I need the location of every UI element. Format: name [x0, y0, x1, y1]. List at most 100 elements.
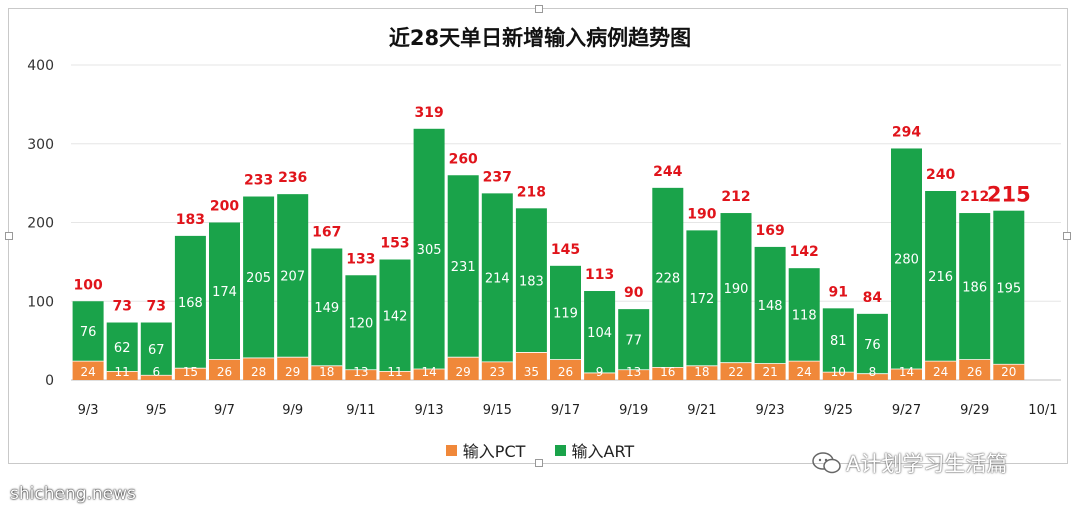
bar-art — [959, 213, 991, 360]
data-label-pct: 15 — [183, 365, 198, 379]
data-label-art: 168 — [178, 296, 203, 311]
x-tick-label: 9/25 — [824, 403, 853, 418]
data-label-art: 172 — [689, 292, 714, 307]
bar-pct — [277, 357, 309, 380]
bar-pct — [243, 357, 275, 380]
bar-pct — [345, 369, 377, 380]
x-tick-label: 9/21 — [687, 403, 716, 418]
x-tick-label: 9/9 — [282, 403, 303, 418]
data-label-pct: 10 — [831, 365, 846, 379]
data-label-pct: 29 — [285, 365, 300, 379]
data-label-pct: 23 — [490, 365, 505, 379]
bar-pct — [959, 359, 991, 380]
bar-art — [106, 322, 138, 372]
bar-art — [277, 194, 309, 358]
y-tick-label: 100 — [27, 294, 54, 310]
data-label-total: 73 — [112, 299, 131, 315]
legend-item-pct: 输入PCT — [445, 438, 526, 462]
data-label-pct: 29 — [456, 365, 471, 379]
bar-art — [856, 313, 888, 374]
data-label-art: 104 — [587, 326, 612, 341]
bar-art — [447, 175, 479, 358]
data-label-pct: 13 — [626, 365, 641, 379]
bar-pct — [822, 372, 854, 380]
data-label-pct: 11 — [115, 365, 130, 379]
data-label-pct: 22 — [728, 365, 743, 379]
data-label-total: 237 — [483, 169, 512, 185]
x-tick-label: 9/17 — [551, 403, 580, 418]
data-label-total: 153 — [380, 236, 409, 252]
data-label-art: 183 — [519, 274, 544, 289]
bar-art — [209, 222, 240, 360]
data-label-total: 260 — [449, 151, 478, 167]
data-label-total: 90 — [624, 285, 644, 301]
resize-handle-top[interactable] — [535, 5, 543, 13]
data-label-total: 212 — [960, 189, 989, 205]
data-label-total: 169 — [755, 223, 784, 239]
bar-pct — [140, 375, 172, 380]
data-label-pct: 24 — [933, 365, 948, 379]
bar-art — [618, 309, 650, 370]
data-label-pct: 6 — [152, 365, 160, 379]
data-label-pct: 26 — [217, 365, 232, 379]
data-label-pct: 35 — [524, 365, 539, 379]
data-label-total: 167 — [312, 224, 341, 240]
data-label-total: 190 — [687, 206, 716, 222]
data-label-pct: 9 — [596, 365, 604, 379]
data-label-total: 200 — [210, 199, 239, 215]
bar-art — [891, 148, 922, 369]
x-tick-label: 9/13 — [414, 403, 443, 418]
data-label-pct: 8 — [869, 365, 877, 379]
data-label-total: 183 — [176, 212, 205, 228]
resize-handle-bottom[interactable] — [535, 459, 543, 467]
y-tick-label: 300 — [27, 137, 54, 153]
y-tick-label: 200 — [27, 216, 54, 232]
bar-pct — [379, 371, 411, 380]
data-label-total: 73 — [147, 299, 166, 315]
bar-art — [515, 208, 547, 353]
data-label-pct: 18 — [694, 365, 709, 379]
data-label-pct: 26 — [967, 365, 982, 379]
data-label-art: 67 — [148, 343, 165, 358]
y-tick-label: 400 — [27, 58, 54, 74]
data-label-pct: 14 — [899, 365, 914, 379]
data-label-total: 113 — [585, 267, 614, 283]
bar-pct — [481, 361, 513, 380]
legend-label-pct: 输入PCT — [462, 442, 526, 461]
data-label-pct: 18 — [319, 365, 334, 379]
data-label-total: 212 — [721, 189, 750, 205]
legend-swatch-art — [554, 444, 566, 456]
bar-pct — [925, 361, 957, 380]
data-label-art: 76 — [80, 325, 97, 340]
bar-art — [140, 322, 172, 376]
bar-art — [652, 187, 684, 368]
bar-art — [311, 248, 343, 366]
data-label-art: 120 — [348, 317, 373, 332]
data-label-total: 142 — [790, 244, 819, 260]
bar-pct — [584, 372, 616, 380]
resize-handle-right[interactable] — [1063, 232, 1071, 240]
data-label-pct: 21 — [762, 365, 777, 379]
bar-pct — [856, 373, 888, 380]
chart-title: 近28天单日新增输入病例趋势图 — [388, 26, 692, 50]
bar-pct — [618, 369, 650, 380]
data-label-total: 133 — [346, 251, 375, 267]
data-label-art: 305 — [417, 243, 442, 258]
legend-item-art: 输入ART — [554, 438, 634, 462]
data-label-pct: 24 — [80, 365, 95, 379]
data-label-pct: 24 — [797, 365, 812, 379]
x-tick-label: 10/1 — [1028, 403, 1057, 418]
x-tick-label: 9/3 — [78, 403, 99, 418]
data-label-art: 216 — [928, 270, 953, 285]
resize-handle-left[interactable] — [5, 232, 13, 240]
bar-pct — [209, 359, 240, 380]
data-label-total: 218 — [517, 184, 546, 200]
bar-art — [481, 193, 513, 362]
data-label-art: 62 — [114, 341, 131, 356]
data-label-art: 118 — [792, 309, 817, 324]
data-label-art: 207 — [280, 270, 305, 285]
bar-pct — [413, 368, 445, 380]
bar-art — [379, 259, 411, 372]
data-label-art: 149 — [314, 301, 339, 316]
data-label-pct: 16 — [660, 365, 675, 379]
